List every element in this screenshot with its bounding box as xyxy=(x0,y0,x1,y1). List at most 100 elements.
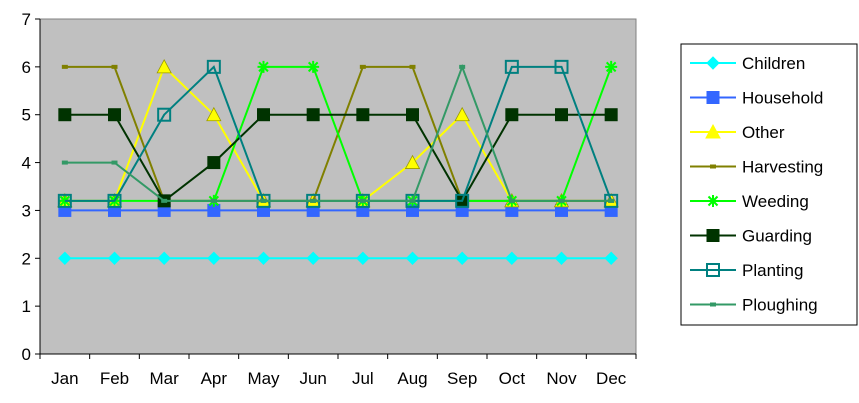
data-point-harvesting xyxy=(359,64,366,69)
data-point-weeding xyxy=(257,60,270,73)
legend-item-children: Children xyxy=(690,54,805,73)
data-point-planting xyxy=(206,59,221,74)
data-point-guarding xyxy=(58,108,72,122)
marker-triangle xyxy=(705,123,721,139)
legend-label: Planting xyxy=(742,261,803,280)
marker-square xyxy=(706,91,720,104)
data-point-other xyxy=(156,59,172,74)
legend-item-ploughing: Ploughing xyxy=(690,296,818,315)
data-point-children xyxy=(58,251,72,265)
data-point-guarding xyxy=(555,108,568,122)
legend-label: Weeding xyxy=(742,192,809,211)
marker-star-stroke xyxy=(307,61,319,73)
x-tick-label: Aug xyxy=(397,369,427,388)
data-point-other xyxy=(404,154,421,169)
data-point-ploughing xyxy=(608,198,615,203)
plot-area xyxy=(39,18,637,355)
data-point-ploughing xyxy=(210,198,217,203)
marker-square xyxy=(706,229,720,242)
y-tick-label: 6 xyxy=(22,58,31,77)
series-line-ploughing xyxy=(64,63,612,202)
x-tick-label: Dec xyxy=(596,369,627,388)
data-point-harvesting xyxy=(111,64,118,69)
x-tick-label: Jun xyxy=(299,369,326,388)
data-point-harvesting xyxy=(409,64,416,69)
series-line-guarding xyxy=(64,113,612,203)
y-tick-label: 5 xyxy=(22,106,31,125)
x-tick-label: Jan xyxy=(51,369,78,388)
data-point-ploughing xyxy=(260,198,267,203)
data-point-planting xyxy=(57,193,72,208)
legend-item-weeding: Weeding xyxy=(690,192,809,211)
x-tick-label: Sep xyxy=(447,369,477,388)
y-axis: 0 1 2 3 4 5 6 7 xyxy=(22,10,41,364)
x-tick-label: May xyxy=(247,369,280,388)
marker-star-stroke xyxy=(605,61,617,73)
x-tick-label: Jul xyxy=(352,369,374,388)
data-point-guarding xyxy=(306,108,320,122)
x-tick-label: Apr xyxy=(201,369,228,388)
legend-label: Household xyxy=(742,89,823,108)
legend-label: Ploughing xyxy=(742,296,818,315)
series-ploughing xyxy=(61,63,615,203)
y-tick-label: 1 xyxy=(22,297,31,316)
series-guarding xyxy=(58,108,618,208)
x-tick-label: Nov xyxy=(546,369,577,388)
data-point-children xyxy=(455,251,469,265)
data-point-guarding xyxy=(406,108,419,122)
legend-item-planting: Planting xyxy=(690,261,803,280)
legend-box xyxy=(680,43,858,326)
data-point-ploughing xyxy=(359,198,366,203)
legend-label: Guarding xyxy=(742,227,812,246)
legend-item-harvesting: Harvesting xyxy=(690,158,823,177)
data-point-guarding xyxy=(108,108,121,122)
data-point-children xyxy=(256,251,271,265)
data-point-ploughing xyxy=(508,198,515,203)
legend-label: Harvesting xyxy=(742,158,823,177)
y-tick-label: 3 xyxy=(22,201,31,220)
marker-square-open xyxy=(706,263,720,277)
marker-star-stroke xyxy=(258,61,269,73)
legend-label: Other xyxy=(742,123,785,142)
data-point-guarding xyxy=(257,108,270,122)
data-point-planting xyxy=(107,193,122,208)
data-point-ploughing xyxy=(310,198,317,203)
data-point-children xyxy=(107,251,122,265)
data-point-guarding xyxy=(356,108,370,122)
y-tick-label: 4 xyxy=(22,154,31,173)
marker-dash xyxy=(710,302,716,307)
x-tick-label: Mar xyxy=(150,369,180,388)
data-point-children xyxy=(356,251,370,265)
data-point-children xyxy=(207,251,221,265)
y-tick-label: 0 xyxy=(22,345,31,364)
data-point-children xyxy=(554,251,569,265)
series-children xyxy=(58,251,618,265)
data-point-ploughing xyxy=(409,198,416,203)
data-point-ploughing xyxy=(558,198,565,203)
data-point-children xyxy=(405,251,420,265)
data-point-ploughing xyxy=(161,198,168,203)
legend-label: Children xyxy=(742,54,805,73)
data-point-planting xyxy=(504,59,519,74)
marker-star-stroke xyxy=(707,195,719,207)
data-point-guarding xyxy=(604,108,618,122)
data-point-other xyxy=(206,106,222,122)
data-point-harvesting xyxy=(61,64,68,69)
series-layer xyxy=(57,59,619,265)
data-point-planting xyxy=(554,59,569,74)
data-point-children xyxy=(505,251,519,265)
data-point-children xyxy=(604,251,618,265)
data-point-ploughing xyxy=(459,64,466,69)
x-axis: Jan Feb Mar Apr May Jun Jul Aug Sep Oct Nov Dec xyxy=(39,353,637,388)
data-point-ploughing xyxy=(111,160,118,165)
legend-item-guarding: Guarding xyxy=(690,227,812,246)
data-point-weeding xyxy=(605,60,618,73)
marker-star xyxy=(707,195,719,207)
data-point-planting xyxy=(455,193,470,208)
x-tick-label: Oct xyxy=(499,369,526,388)
y-tick-label: 2 xyxy=(22,249,31,268)
data-point-weeding xyxy=(307,60,320,73)
legend-item-household: Household xyxy=(690,89,823,108)
data-point-planting xyxy=(157,107,172,122)
